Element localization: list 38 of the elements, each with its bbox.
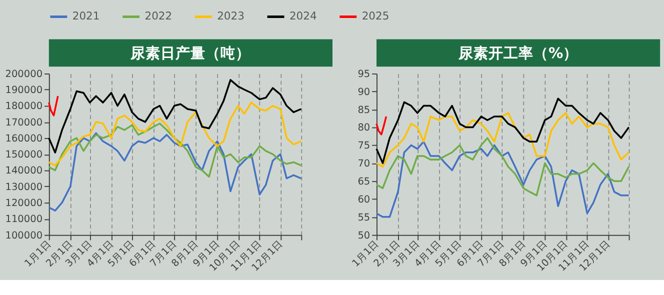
line-series <box>48 95 59 116</box>
y-tick-label: 60 <box>358 194 370 206</box>
y-tick-label: 80 <box>358 122 370 134</box>
y-tick-label: 140000 <box>5 166 43 177</box>
y-tick-label: 95 <box>358 68 370 80</box>
y-tick-label: 85 <box>358 104 370 116</box>
y-tick-label: 50 <box>358 230 370 242</box>
y-tick-label: 200000 <box>5 68 43 80</box>
y-tick-label: 190000 <box>5 85 43 96</box>
y-tick-label: 180000 <box>5 101 43 112</box>
y-tick-label: 65 <box>358 176 370 188</box>
y-tick-label: 120000 <box>5 198 43 210</box>
line-series <box>376 140 630 218</box>
y-tick-label: 150000 <box>5 150 43 161</box>
line-series <box>376 98 630 164</box>
y-tick-label: 100000 <box>5 230 43 242</box>
line-series <box>376 137 630 196</box>
line-series <box>376 112 630 168</box>
y-tick-label: 110000 <box>5 214 43 226</box>
chart-title: 尿素开工率（%） <box>457 44 578 62</box>
line-series <box>48 132 302 212</box>
y-tick-label: 130000 <box>5 182 43 193</box>
y-tick-label: 160000 <box>5 133 43 144</box>
line-series <box>48 122 302 178</box>
chart-title: 尿素日产量（吨） <box>130 44 251 62</box>
legend-label: 2021 <box>72 10 100 23</box>
legend-label: 2022 <box>144 10 172 23</box>
y-tick-label: 70 <box>358 158 370 170</box>
y-tick-label: 75 <box>358 140 370 152</box>
legend-label: 2024 <box>289 10 317 23</box>
line-series <box>376 116 388 136</box>
y-tick-label: 170000 <box>5 117 43 128</box>
legend-label: 2023 <box>217 10 244 23</box>
line-series <box>48 79 302 154</box>
line-series <box>48 102 302 166</box>
y-tick-label: 90 <box>358 86 370 98</box>
legend-label: 2025 <box>362 10 390 23</box>
y-tick-label: 55 <box>358 212 370 224</box>
